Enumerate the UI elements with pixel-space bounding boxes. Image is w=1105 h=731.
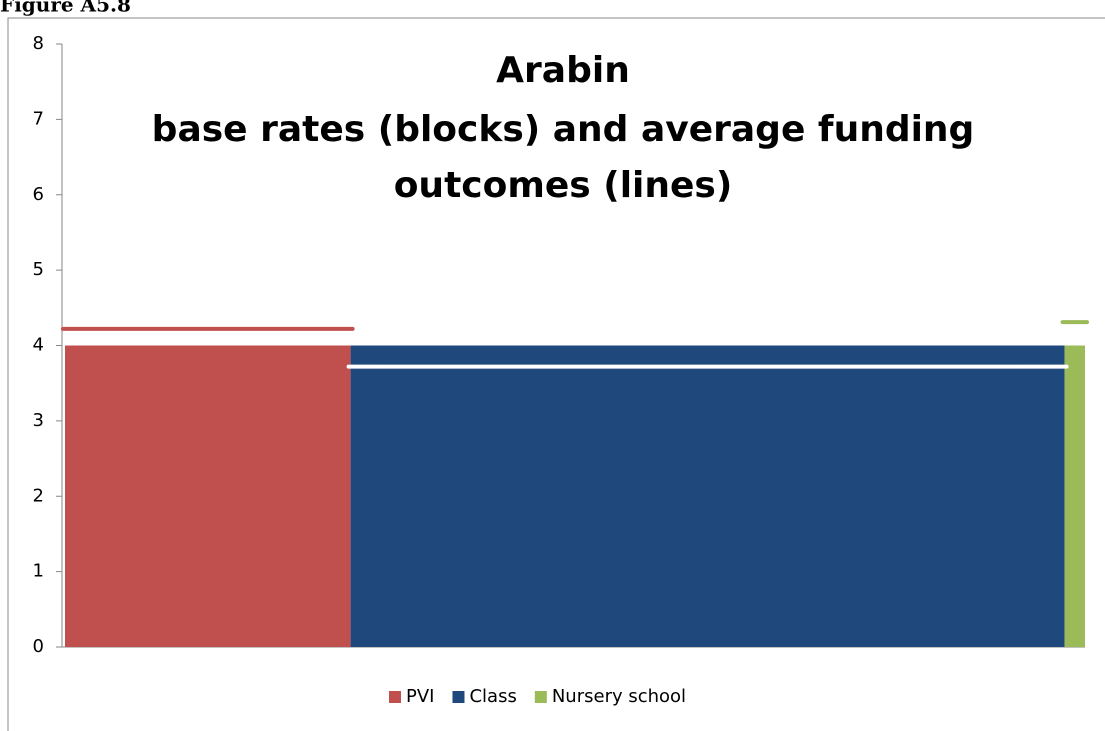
legend-swatch xyxy=(389,691,401,703)
legend-label: PVI xyxy=(406,686,434,707)
block xyxy=(65,345,351,647)
legend-label: Nursery school xyxy=(552,686,686,707)
y-tick-label: 8 xyxy=(33,33,44,54)
y-tick-label: 6 xyxy=(33,184,44,205)
y-tick-label: 5 xyxy=(33,259,44,280)
y-tick-label: 7 xyxy=(33,108,44,129)
y-tick-label: 2 xyxy=(33,485,44,506)
figure-label: Figure A5.8 xyxy=(0,0,131,17)
legend-label: Class xyxy=(469,686,516,707)
chart-title: Arabin xyxy=(496,50,630,91)
y-tick-label: 1 xyxy=(33,561,44,582)
y-tick-label: 4 xyxy=(33,335,44,356)
chart-border xyxy=(7,17,1105,731)
y-tick-label: 3 xyxy=(33,410,44,431)
y-tick-label: 0 xyxy=(33,636,44,657)
block xyxy=(1064,345,1085,647)
chart-title: outcomes (lines) xyxy=(394,165,733,206)
chart-title: base rates (blocks) and average funding xyxy=(152,109,975,150)
block xyxy=(350,345,1065,647)
legend-swatch xyxy=(534,691,547,703)
legend-swatch xyxy=(452,691,465,703)
